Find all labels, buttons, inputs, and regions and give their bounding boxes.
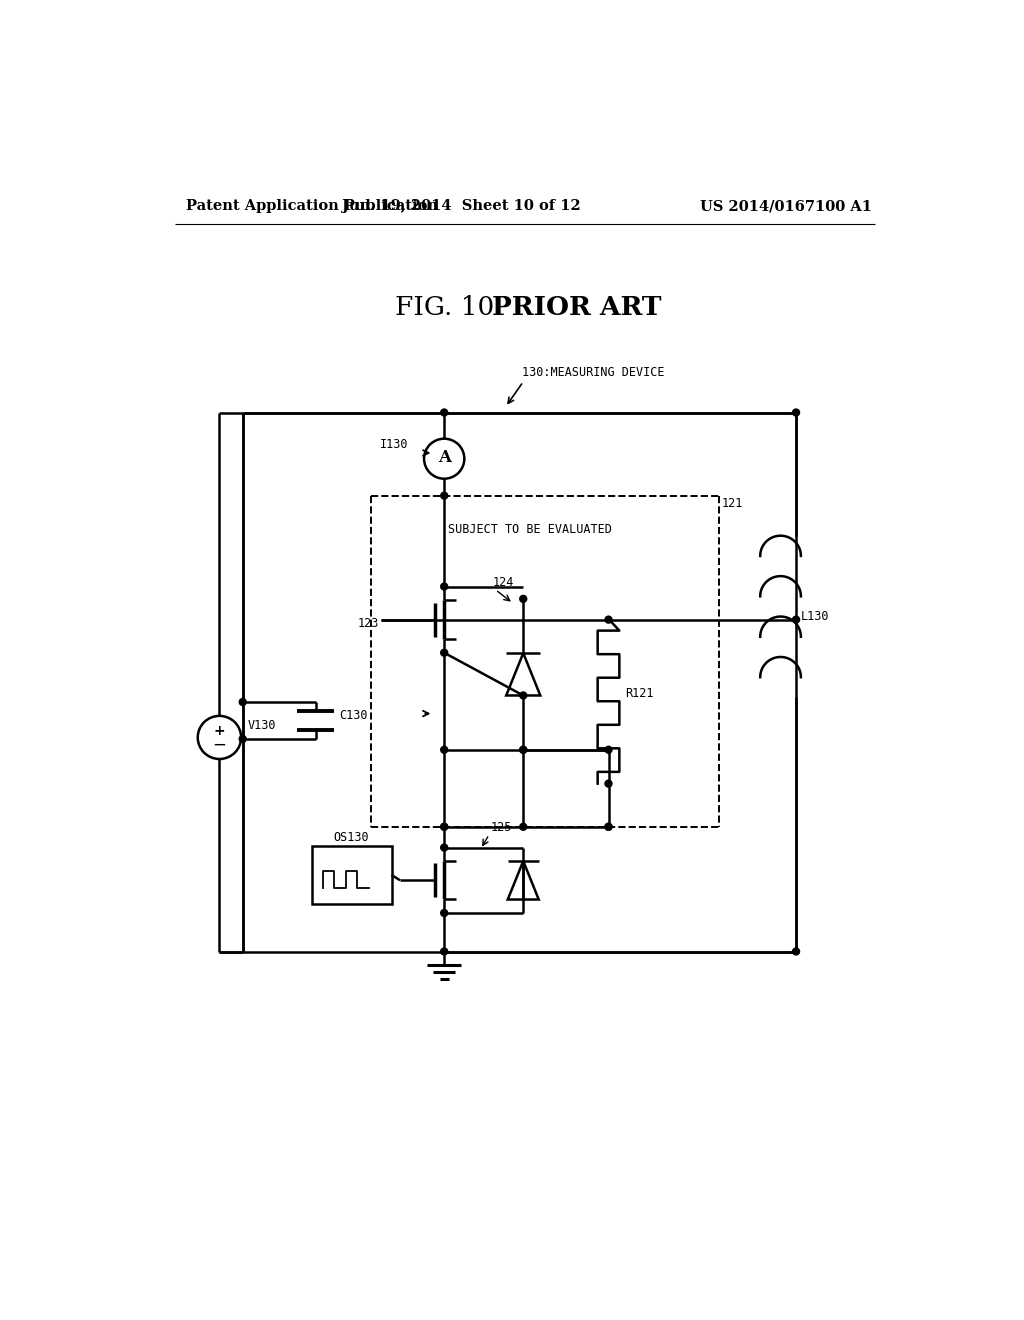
Text: US 2014/0167100 A1: US 2014/0167100 A1 (700, 199, 872, 213)
Circle shape (440, 948, 447, 954)
Circle shape (240, 735, 246, 742)
Text: SUBJECT TO BE EVALUATED: SUBJECT TO BE EVALUATED (449, 523, 612, 536)
Circle shape (440, 843, 447, 851)
Text: A: A (438, 449, 452, 466)
Circle shape (240, 698, 246, 705)
Circle shape (520, 746, 526, 754)
Text: L130: L130 (801, 610, 829, 623)
Circle shape (520, 824, 526, 830)
Circle shape (520, 595, 526, 602)
Circle shape (605, 616, 612, 623)
Text: 124: 124 (493, 576, 514, 589)
Text: OS130: OS130 (334, 830, 370, 843)
Text: 121: 121 (722, 498, 743, 511)
Text: FIG. 10: FIG. 10 (395, 294, 495, 319)
Text: 123: 123 (357, 616, 379, 630)
Text: C130: C130 (339, 709, 368, 722)
Text: 125: 125 (490, 821, 512, 834)
Circle shape (440, 492, 447, 499)
Circle shape (440, 746, 447, 754)
Circle shape (440, 909, 447, 916)
Circle shape (520, 692, 526, 700)
Circle shape (440, 583, 447, 590)
Text: I130: I130 (380, 438, 409, 451)
Circle shape (520, 746, 526, 754)
Circle shape (440, 409, 447, 416)
Circle shape (793, 616, 800, 623)
Text: −: − (213, 735, 226, 754)
Text: R121: R121 (626, 686, 654, 700)
Text: V130: V130 (248, 719, 275, 733)
Circle shape (793, 948, 800, 954)
Circle shape (793, 409, 800, 416)
Circle shape (605, 824, 612, 830)
Circle shape (605, 824, 612, 830)
Text: 130:MEASURING DEVICE: 130:MEASURING DEVICE (521, 366, 665, 379)
Text: Patent Application Publication: Patent Application Publication (186, 199, 438, 213)
Text: Jun. 19, 2014  Sheet 10 of 12: Jun. 19, 2014 Sheet 10 of 12 (342, 199, 581, 213)
Circle shape (440, 824, 447, 830)
Text: +: + (214, 723, 225, 738)
Circle shape (605, 746, 612, 754)
Bar (311, 846, 391, 904)
Circle shape (605, 780, 612, 787)
Circle shape (440, 824, 447, 830)
Circle shape (440, 649, 447, 656)
Text: PRIOR ART: PRIOR ART (493, 294, 662, 319)
